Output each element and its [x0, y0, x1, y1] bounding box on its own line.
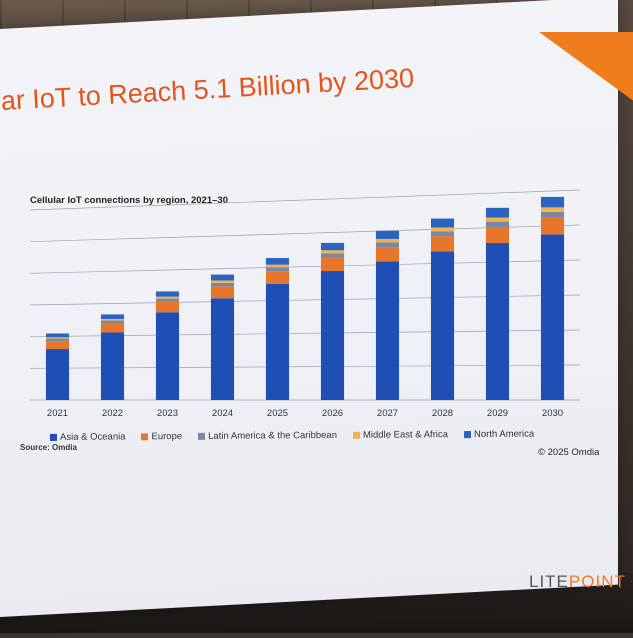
bar-segment	[45, 341, 70, 350]
bar-segment	[210, 298, 235, 400]
bar-segment	[100, 320, 125, 324]
legend-item: Europe	[141, 431, 182, 442]
bar-segment	[45, 337, 70, 339]
bar-segment	[210, 274, 235, 281]
x-tick-label: 2027	[377, 408, 398, 419]
bar-segment	[100, 323, 125, 333]
legend-swatch	[49, 433, 58, 441]
legend-label: Latin America & the Caribbean	[208, 429, 338, 442]
bar-segment	[100, 332, 125, 400]
x-tick-label: 2028	[432, 408, 453, 419]
legend-swatch	[463, 431, 472, 439]
bar-segment	[430, 218, 455, 228]
x-tick-label: 2023	[157, 408, 178, 419]
logo-text-part1: LITE	[529, 572, 569, 591]
bar-segment	[155, 301, 180, 313]
legend-item: Latin America & the Caribbean	[198, 430, 337, 442]
bar-segment	[265, 267, 290, 272]
bar-segment	[540, 211, 565, 218]
bar-segment	[375, 247, 400, 262]
bar-segment	[265, 283, 290, 400]
x-tick-label: 2029	[487, 408, 508, 419]
bar-segment	[155, 298, 180, 302]
bar-segment	[375, 242, 400, 248]
bar-segment	[155, 296, 180, 299]
bar-segment	[210, 286, 235, 299]
bar-segment	[485, 227, 510, 244]
legend-swatch	[198, 432, 206, 440]
bar-segment	[430, 251, 455, 400]
bar-segment	[485, 207, 510, 218]
bar-segment	[210, 280, 235, 283]
legend-swatch	[141, 433, 149, 441]
bar-segment	[430, 236, 455, 252]
legend-label: Middle East & Africa	[362, 429, 449, 441]
chart-source: Source: Omdia	[20, 443, 77, 452]
bar-segment	[485, 221, 510, 228]
x-tick-label: 2025	[267, 408, 288, 419]
legend-label: Asia & Oceania	[59, 431, 126, 443]
logo-text-part2: POINT	[568, 572, 626, 591]
bar-segment	[375, 230, 400, 239]
legend-item: Middle East & Africa	[352, 429, 449, 441]
x-tick-label: 2022	[102, 408, 123, 419]
bar-segment	[45, 333, 70, 338]
x-tick-label: 2030	[542, 408, 563, 419]
x-tick-label: 2026	[322, 408, 343, 419]
bar-segment	[320, 242, 345, 251]
bar-segment	[430, 231, 455, 237]
bar-segment	[320, 250, 345, 254]
bar-segment	[100, 318, 125, 321]
bar-segment	[265, 258, 290, 265]
bar-segment	[540, 207, 565, 212]
bar-segment	[265, 264, 290, 268]
legend-item: North America	[463, 428, 535, 440]
bar-segment	[375, 261, 400, 400]
bar-segment	[485, 217, 510, 222]
bar-segment	[375, 238, 400, 243]
gridline	[29, 189, 581, 211]
x-tick-label: 2024	[212, 408, 233, 419]
bar-segment	[540, 234, 565, 400]
bar-segment	[540, 196, 565, 208]
legend-item: Asia & Oceania	[49, 431, 126, 443]
bar-segment	[320, 253, 345, 258]
bar-segment	[320, 257, 345, 272]
chart-title: Cellular IoT connections by region, 2021…	[30, 195, 228, 206]
bar-segment	[155, 312, 180, 400]
legend-label: North America	[473, 428, 535, 440]
chart-copyright: © 2025 Omdia	[538, 447, 600, 458]
bar-segment	[430, 227, 455, 232]
litepoint-logo: LITEPOINT	[529, 572, 626, 592]
bar-segment	[210, 282, 235, 287]
bar-segment	[485, 243, 510, 400]
bar-segment	[540, 217, 565, 235]
bar-segment	[265, 271, 290, 284]
bar-segment	[155, 291, 180, 297]
x-tick-label: 2021	[47, 408, 68, 419]
bar-segment	[45, 349, 70, 400]
bar-segment	[100, 314, 125, 319]
bar-segment	[45, 338, 70, 342]
legend-swatch	[352, 431, 361, 439]
legend-label: Europe	[151, 431, 183, 443]
bar-segment	[320, 271, 345, 400]
